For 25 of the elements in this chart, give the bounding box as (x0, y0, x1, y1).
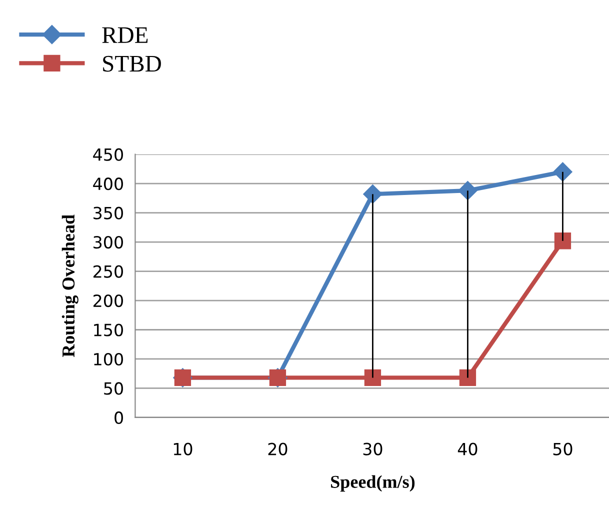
y-tick-label: 350 (94, 206, 123, 220)
point (363, 184, 382, 204)
legend-label: RDE (102, 27, 148, 43)
y-tick-label: 250 (93, 265, 123, 278)
x-tick-label: 30 (363, 442, 382, 456)
legend-label: STBD (103, 56, 161, 72)
x-tick-label: 10 (174, 442, 192, 456)
point (553, 162, 572, 182)
point (554, 232, 572, 250)
y-tick-label: 50 (104, 382, 123, 395)
y-tick-label: 200 (93, 294, 123, 308)
y-tick-label: 400 (93, 178, 123, 190)
x-tick-label: 50 (553, 442, 572, 456)
x-axis-title: Speed(m/s) (331, 475, 415, 492)
y-tick-label: 300 (94, 236, 123, 249)
x-tick-label: 20 (268, 442, 288, 456)
point (459, 369, 476, 386)
y-tick-label: 0 (114, 411, 123, 424)
point (364, 369, 382, 386)
y-tick-label: 450 (93, 148, 123, 161)
y-axis-title: Routing Overhead (62, 214, 78, 358)
y-tick-label: 150 (94, 324, 123, 336)
y-tick-label: 100 (94, 352, 123, 366)
point (458, 181, 478, 200)
x-tick-label: 40 (458, 442, 478, 456)
